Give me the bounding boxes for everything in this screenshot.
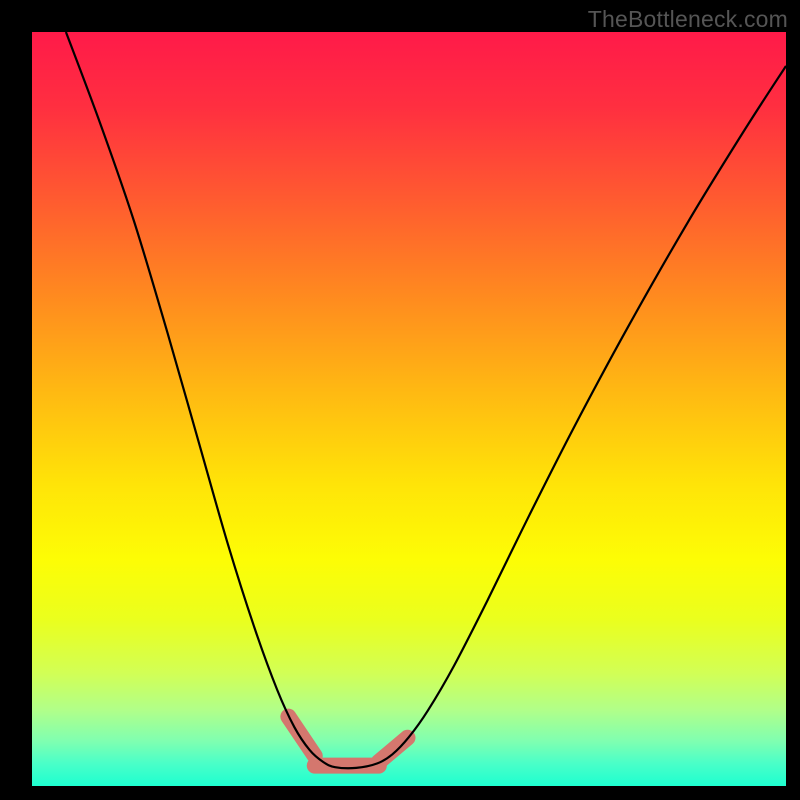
bottleneck-highlight bbox=[288, 717, 407, 766]
watermark-text: TheBottleneck.com bbox=[588, 6, 788, 33]
border-right bbox=[786, 0, 800, 800]
bottleneck-curve bbox=[66, 32, 786, 768]
border-left bbox=[0, 0, 32, 800]
border-bottom bbox=[0, 786, 800, 800]
chart-canvas: TheBottleneck.com bbox=[0, 0, 800, 800]
plot-svg-overlay bbox=[32, 32, 786, 786]
